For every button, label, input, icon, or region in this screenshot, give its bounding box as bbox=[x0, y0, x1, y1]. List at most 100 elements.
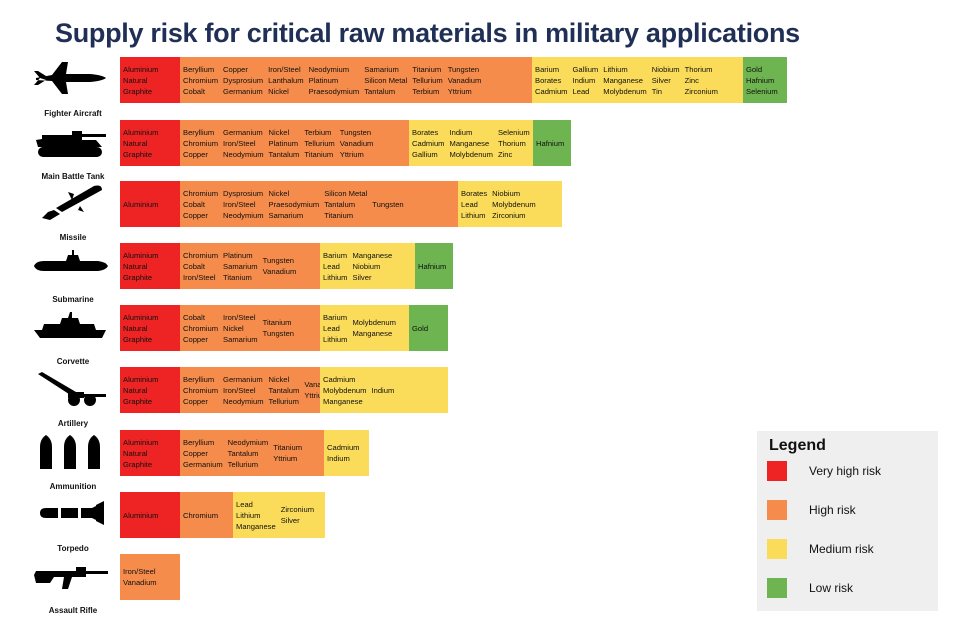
legend: Legend Very high risk High risk Medium r… bbox=[757, 431, 938, 611]
material-column: Titanium Yttrium bbox=[273, 442, 302, 464]
material-name: Lead bbox=[572, 86, 590, 96]
material-name: Indium bbox=[449, 127, 473, 137]
material-name: Neodymium bbox=[223, 210, 264, 220]
material-column: Manganese Niobium Silver bbox=[352, 250, 392, 283]
material-name: Molybdenum bbox=[603, 86, 647, 96]
material-column: Iron/Steel Vanadium bbox=[123, 566, 157, 588]
risk-bar: Aluminium Chromium Lead Lithium Manganese Zir… bbox=[120, 492, 325, 538]
material-column: Aluminium Natural Graphite bbox=[123, 374, 158, 407]
risk-segment-medium: Borates Lead Lithium Niobium Molybdenum Zirco… bbox=[458, 181, 562, 227]
material-name: Beryllium bbox=[183, 437, 215, 447]
risk-segment-very-high: Aluminium bbox=[120, 492, 180, 538]
material-name: Aluminium bbox=[123, 312, 159, 322]
material-name: Yttrium bbox=[304, 391, 329, 400]
material-name: Copper bbox=[183, 396, 208, 406]
material-column: Chromium bbox=[183, 510, 218, 521]
material-column: Beryllium Chromium Cobalt bbox=[183, 64, 218, 97]
material-name: Niobium bbox=[492, 188, 521, 198]
material-name: Terbium bbox=[412, 86, 440, 96]
material-column: Lead Lithium Manganese bbox=[236, 499, 276, 532]
material-column: Beryllium Copper Germanium bbox=[183, 437, 223, 470]
material-name: Silver bbox=[280, 516, 300, 525]
risk-segment-high: Beryllium Chromium Copper Germanium Iron/Ste… bbox=[180, 367, 338, 413]
material-name: Tungsten bbox=[447, 64, 480, 74]
risk-bar: Aluminium Natural Graphite Beryllium Copper G… bbox=[120, 430, 369, 476]
material-name: Aluminium bbox=[123, 127, 159, 137]
material-name: Tantalum bbox=[324, 199, 356, 209]
material-column: Niobium Silver Tin bbox=[652, 64, 680, 97]
material-name: Chromium bbox=[183, 75, 219, 85]
material-name: Selenium bbox=[497, 127, 530, 137]
material-name: Silicon Metal bbox=[324, 188, 368, 198]
risk-segment-high: Chromium bbox=[180, 492, 233, 538]
material-name: Vanadium bbox=[123, 578, 157, 587]
material-name: Titanium bbox=[262, 318, 292, 327]
material-name: Borates bbox=[412, 127, 439, 137]
risk-segment-very-high: Aluminium bbox=[120, 181, 180, 227]
material-name: Lead bbox=[323, 323, 340, 333]
material-name: Indium bbox=[572, 75, 596, 85]
legend-item-medium: Medium risk bbox=[767, 539, 937, 559]
material-name: Lithium bbox=[461, 210, 486, 220]
material-name: Aluminium bbox=[123, 437, 159, 447]
material-name: Tellurium bbox=[412, 75, 443, 85]
material-name: Iron/Steel bbox=[223, 138, 256, 148]
material-column: Titanium Tungsten bbox=[263, 317, 294, 339]
legend-swatch bbox=[767, 500, 787, 520]
material-name: Lead bbox=[236, 499, 253, 509]
material-name: Silver bbox=[651, 75, 671, 85]
material-column: Aluminium bbox=[123, 199, 158, 210]
material-name: Praesodymium bbox=[268, 199, 320, 209]
material-name: Natural bbox=[123, 385, 148, 395]
material-column: Hafnium bbox=[536, 138, 564, 149]
legend-item-low: Low risk bbox=[767, 578, 937, 598]
material-column: Lithium Manganese Molybdenum bbox=[603, 64, 646, 97]
material-name: Lead bbox=[323, 261, 340, 271]
material-column: Terbium Tellurium Titanium bbox=[304, 127, 334, 160]
material-column: Tungsten bbox=[372, 199, 403, 210]
platform-label: Fighter Aircraft bbox=[44, 109, 102, 118]
material-name: Cadmium bbox=[323, 374, 356, 384]
material-column: Neodymium Platinum Praesodymium bbox=[309, 64, 360, 97]
material-name: Tellurium bbox=[304, 138, 335, 148]
material-name: Molybdenum bbox=[352, 318, 396, 327]
material-name: Lithium bbox=[236, 510, 261, 520]
material-column: Tungsten Vanadium bbox=[263, 255, 297, 277]
material-name: Samarium bbox=[223, 334, 258, 344]
material-column: Barium Lead Lithium bbox=[323, 312, 347, 345]
material-name: Manganese bbox=[449, 138, 490, 148]
material-name: Nickel bbox=[268, 374, 290, 384]
material-column: Gold Hafnium Selenium bbox=[746, 64, 778, 97]
material-name: Graphite bbox=[123, 396, 153, 406]
material-name: Gallium bbox=[572, 64, 599, 74]
assault-rifle-icon bbox=[32, 555, 110, 595]
material-column: Cadmium Indium bbox=[327, 442, 360, 464]
material-column: Zirconium Silver bbox=[281, 504, 314, 526]
material-name: Cadmium bbox=[327, 443, 360, 452]
risk-segment-medium: Borates Cadmium Gallium Indium Manganese Moly… bbox=[409, 120, 533, 166]
material-name: Iron/Steel bbox=[223, 199, 256, 209]
material-name: Vanadium bbox=[447, 75, 482, 85]
material-name: Gold bbox=[412, 323, 429, 333]
material-column: Gallium Indium Lead bbox=[573, 64, 599, 97]
material-name: Nickel bbox=[268, 188, 290, 198]
material-name: Tin bbox=[651, 86, 663, 96]
risk-bar: Aluminium Natural Graphite Beryllium Chromiu… bbox=[120, 120, 571, 166]
material-column: Aluminium Natural Graphite bbox=[123, 437, 158, 470]
material-name: Samarium bbox=[223, 261, 258, 271]
material-name: Vanadium bbox=[339, 138, 374, 148]
risk-bar: Aluminium Natural Graphite Beryllium Chromiu… bbox=[120, 367, 448, 413]
risk-segment-medium: Cadmium Molybdenum Manganese Indium bbox=[320, 367, 448, 413]
material-name: Tantalum bbox=[364, 86, 396, 96]
material-name: Aluminium bbox=[123, 250, 159, 260]
material-name: Platinum bbox=[268, 138, 299, 148]
material-column: Barium Borates Cadmium bbox=[535, 64, 568, 97]
risk-segment-low: Hafnium bbox=[415, 243, 453, 289]
page-title: Supply risk for critical raw materials i… bbox=[55, 18, 800, 48]
risk-segment-medium: Barium Lead Lithium Molybdenum Manganese bbox=[320, 305, 409, 351]
material-name: Titanium bbox=[304, 149, 334, 159]
platform-label: Submarine bbox=[52, 295, 94, 304]
material-column: Nickel Platinum Tantalum bbox=[269, 127, 300, 160]
material-column: Indium bbox=[371, 385, 394, 396]
material-name: Vanadium bbox=[262, 267, 297, 276]
